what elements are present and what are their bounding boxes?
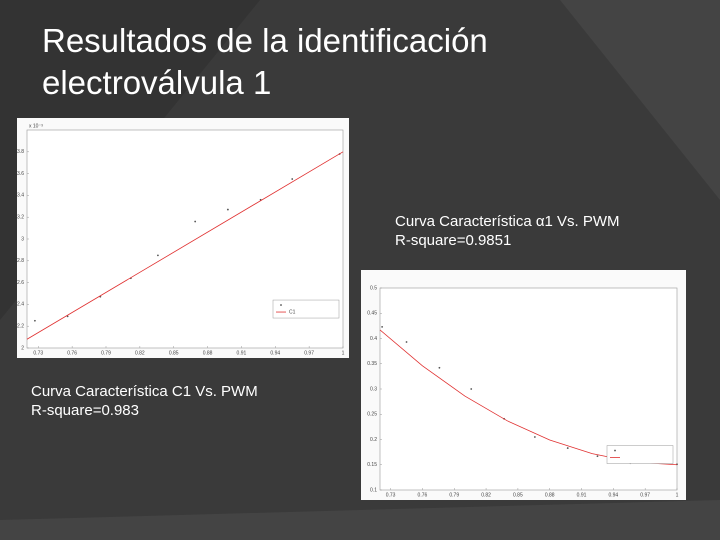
data-point [66, 315, 69, 318]
x-tick-label: 0.88 [203, 350, 213, 356]
caption-line: Curva Característica C1 Vs. PWM [31, 383, 258, 400]
x-tick-label: 1 [342, 350, 345, 356]
legend-swatch [280, 304, 282, 306]
y-tick-label: 0.5 [370, 285, 377, 291]
legend [606, 445, 674, 464]
data-point [438, 366, 441, 369]
y-tick-label: 3.2 [17, 215, 24, 221]
data-point [533, 436, 536, 438]
y-tick-label: 3.8 [17, 149, 24, 155]
x-tick-label: 0.79 [101, 350, 111, 356]
data-point [470, 388, 473, 390]
y-tick-label: 2 [21, 345, 24, 351]
caption: Curva Característica α1 Vs. PWM R-square… [395, 212, 620, 250]
data-point [226, 208, 229, 211]
y-tick-label: 2.6 [17, 280, 24, 286]
x-tick-label: 0.85 [513, 492, 523, 498]
fit-line [26, 151, 344, 340]
data-point [596, 455, 599, 458]
y-tick-label: 2.2 [17, 324, 24, 330]
x-tick-label: 0.76 [418, 492, 428, 498]
y-tick-label: 0.1 [370, 487, 377, 493]
legend-swatch [614, 449, 616, 452]
x-tick-label: 0.91 [577, 492, 587, 498]
x-tick-label: 0.73 [386, 492, 396, 498]
x-tick-label: 0.85 [169, 350, 179, 356]
x-tick-label: 0.94 [270, 350, 280, 356]
x-tick-label: 1 [676, 492, 679, 498]
x-tick-label: 0.76 [67, 350, 77, 356]
x-tick-label: 0.97 [304, 350, 314, 356]
y-tick-label: 0.2 [370, 437, 377, 443]
caption-line: R-square=0.983 [31, 402, 139, 419]
data-point [291, 178, 294, 180]
y-tick-label: 0.35 [367, 361, 377, 367]
y-tick-label: 0.3 [370, 386, 377, 392]
slide-title: Resultados de la identificación electrov… [42, 22, 488, 101]
x-tick-label: 0.97 [640, 492, 650, 498]
y-tick-label: 3.4 [17, 193, 24, 199]
x-tick-label: 0.94 [608, 492, 618, 498]
x-tick-label: 0.73 [33, 350, 43, 356]
y-exponent-label: x 10⁻³ [29, 123, 43, 129]
x-tick-label: 0.88 [545, 492, 555, 498]
caption-line: R-square=0.9851 [395, 232, 512, 249]
data-point [566, 447, 569, 449]
data-point [34, 319, 36, 322]
y-tick-label: 3 [21, 236, 24, 242]
data-point [194, 220, 197, 223]
y-tick-label: 2.8 [17, 258, 24, 264]
x-tick-label: 0.82 [135, 350, 145, 356]
data-point [157, 254, 159, 257]
y-tick-label: 0.4 [370, 336, 377, 342]
y-tick-label: 2.4 [17, 302, 24, 308]
x-tick-label: 0.91 [237, 350, 247, 356]
caption: Curva Característica C1 Vs. PWM R-square… [31, 382, 258, 420]
data-point [405, 341, 408, 343]
caption-line: Curva Característica α1 Vs. PWM [395, 213, 620, 230]
y-tick-label: 0.25 [367, 412, 377, 418]
legend-label: C1 [289, 309, 296, 315]
y-tick-label: 0.15 [367, 462, 377, 468]
y-tick-label: 3.6 [17, 171, 24, 177]
y-tick-label: 0.45 [367, 311, 377, 317]
data-point [381, 325, 384, 328]
legend [272, 299, 340, 319]
x-tick-label: 0.79 [449, 492, 459, 498]
x-tick-label: 0.82 [481, 492, 491, 498]
